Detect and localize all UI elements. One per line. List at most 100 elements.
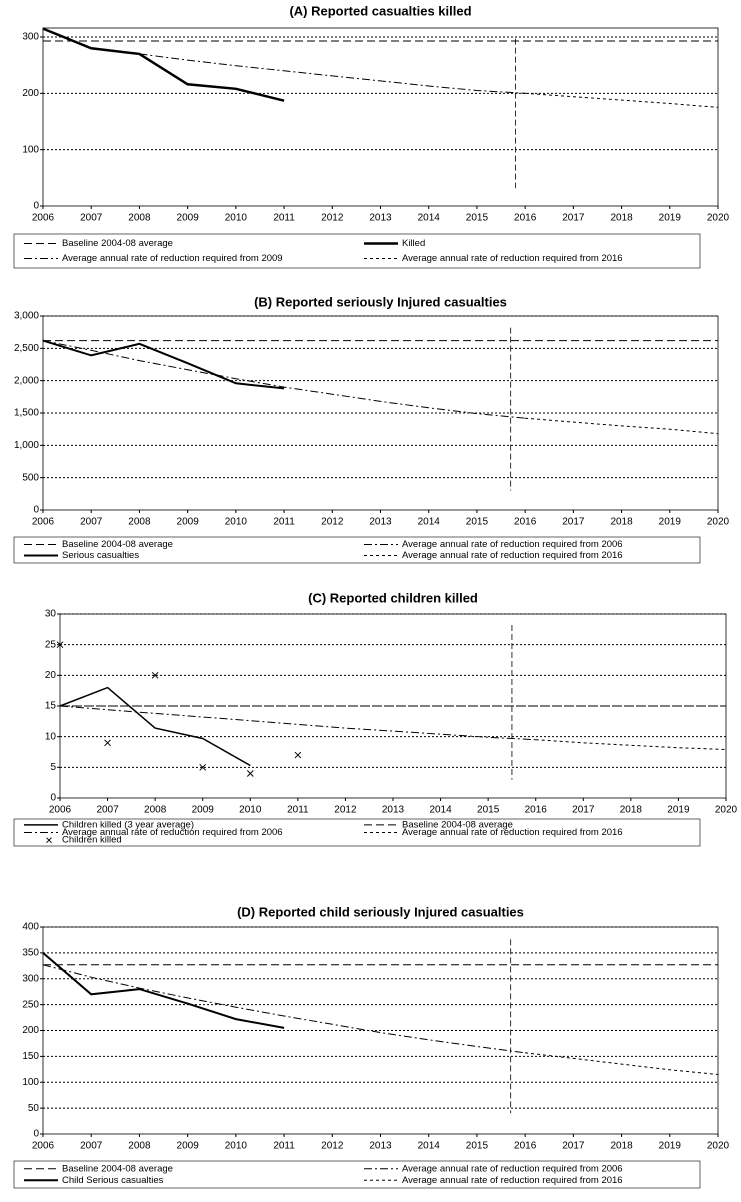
legend-label: Average annual rate of reduction require… <box>402 539 623 550</box>
x-tick-label: 2010 <box>225 213 248 224</box>
series-line <box>535 739 727 750</box>
y-tick-label: 500 <box>22 472 39 483</box>
chart-title: (C) Reported children killed <box>308 590 478 605</box>
y-tick-label: 15 <box>45 701 57 712</box>
x-tick-label: 2013 <box>369 213 392 224</box>
legend-label: Average annual rate of reduction require… <box>402 253 623 264</box>
x-tick-label: 2014 <box>418 1141 441 1152</box>
legend-marker <box>46 837 52 844</box>
x-tick-label: 2008 <box>144 805 167 816</box>
series-line <box>42 340 526 419</box>
x-tick-label: 2012 <box>321 213 344 224</box>
y-tick-label: 0 <box>33 505 39 516</box>
x-tick-label: 2012 <box>334 805 357 816</box>
x-tick-label: 2006 <box>49 805 72 816</box>
legend-label: Average annual rate of reduction require… <box>402 1163 623 1174</box>
x-tick-label: 2020 <box>707 213 730 224</box>
legend-box <box>13 233 701 269</box>
series-line <box>42 27 285 102</box>
x-tick-label: 2008 <box>128 213 151 224</box>
chart-title: (B) Reported seriously Injured casualtie… <box>254 294 507 309</box>
x-tick-label: 2012 <box>321 1141 344 1152</box>
x-tick-label: 2016 <box>514 1141 537 1152</box>
x-tick-label: 2016 <box>514 517 537 528</box>
series-line <box>525 417 719 435</box>
y-tick-label: 5 <box>50 762 56 773</box>
data-point <box>104 739 111 747</box>
x-tick-label: 2016 <box>514 213 537 224</box>
series-line <box>59 705 536 741</box>
x-tick-label: 2011 <box>287 805 309 816</box>
legend-box <box>13 818 701 847</box>
x-tick-label: 2020 <box>715 805 738 816</box>
series-line <box>525 1052 719 1075</box>
x-tick-label: 2018 <box>620 805 643 816</box>
legend-label: Baseline 2004-08 average <box>62 1163 173 1174</box>
y-tick-label: 300 <box>22 32 39 43</box>
x-tick-label: 2019 <box>659 213 682 224</box>
y-tick-label: 200 <box>22 88 39 99</box>
y-tick-label: 2,000 <box>14 375 39 386</box>
legend-label: Children killed <box>62 835 122 846</box>
legend-label: Serious casualties <box>62 550 139 561</box>
x-tick-label: 2006 <box>32 213 55 224</box>
x-tick-label: 2019 <box>667 805 690 816</box>
x-tick-label: 2010 <box>225 1141 248 1152</box>
y-tick-label: 50 <box>28 1103 40 1114</box>
x-tick-label: 2014 <box>429 805 452 816</box>
y-tick-label: 150 <box>22 1051 39 1062</box>
y-tick-label: 10 <box>45 731 57 742</box>
legend-label: Baseline 2004-08 average <box>402 819 513 830</box>
legend-label: Average annual rate of reduction require… <box>402 1175 623 1186</box>
x-tick-label: 2006 <box>32 517 55 528</box>
legend-box <box>13 1160 701 1189</box>
x-tick-label: 2009 <box>177 213 200 224</box>
y-tick-label: 2,500 <box>14 343 39 354</box>
chart-title: (A) Reported casualties killed <box>289 3 471 18</box>
x-tick-label: 2014 <box>418 517 441 528</box>
legend-label: Baseline 2004-08 average <box>62 238 173 249</box>
x-tick-label: 2019 <box>659 517 682 528</box>
x-tick-label: 2017 <box>572 805 595 816</box>
legend-box <box>13 536 701 564</box>
x-tick-label: 2007 <box>80 1141 103 1152</box>
data-point <box>294 751 302 759</box>
y-tick-label: 1,000 <box>14 440 39 451</box>
x-tick-label: 2015 <box>466 1141 489 1152</box>
legend-label: Average annual rate of reduction require… <box>402 827 623 838</box>
y-tick-label: 0 <box>33 1129 39 1140</box>
y-tick-label: 100 <box>22 1077 39 1088</box>
series-line <box>525 92 719 108</box>
x-tick-label: 2014 <box>418 213 441 224</box>
x-tick-label: 2010 <box>225 517 248 528</box>
x-tick-label: 2008 <box>128 517 151 528</box>
x-tick-label: 2009 <box>177 1141 200 1152</box>
y-tick-label: 400 <box>22 922 39 933</box>
y-tick-label: 20 <box>45 670 57 681</box>
legend-label: Average annual rate of reduction require… <box>62 253 283 264</box>
y-tick-label: 1,500 <box>14 408 39 419</box>
series-line <box>59 686 251 767</box>
legend-label: Baseline 2004-08 average <box>62 539 173 550</box>
x-tick-label: 2017 <box>562 213 585 224</box>
y-tick-label: 350 <box>22 948 39 959</box>
y-tick-label: 3,000 <box>14 311 39 322</box>
data-point <box>199 763 207 771</box>
series-line <box>42 339 285 390</box>
x-tick-label: 2011 <box>273 1141 295 1152</box>
legend-label: Children killed (3 year average) <box>62 819 194 830</box>
x-tick-label: 2006 <box>32 1141 55 1152</box>
x-tick-label: 2019 <box>659 1141 682 1152</box>
y-tick-label: 25 <box>45 639 57 650</box>
y-tick-label: 30 <box>45 609 57 620</box>
legend-label: Child Serious casualties <box>62 1175 164 1186</box>
x-tick-label: 2007 <box>80 517 103 528</box>
x-tick-label: 2008 <box>128 1141 151 1152</box>
series-line <box>139 53 526 94</box>
x-tick-label: 2017 <box>562 1141 585 1152</box>
x-tick-label: 2018 <box>610 213 633 224</box>
legend-label: Average annual rate of reduction require… <box>62 827 283 838</box>
x-tick-label: 2011 <box>273 517 295 528</box>
x-tick-label: 2007 <box>80 213 103 224</box>
